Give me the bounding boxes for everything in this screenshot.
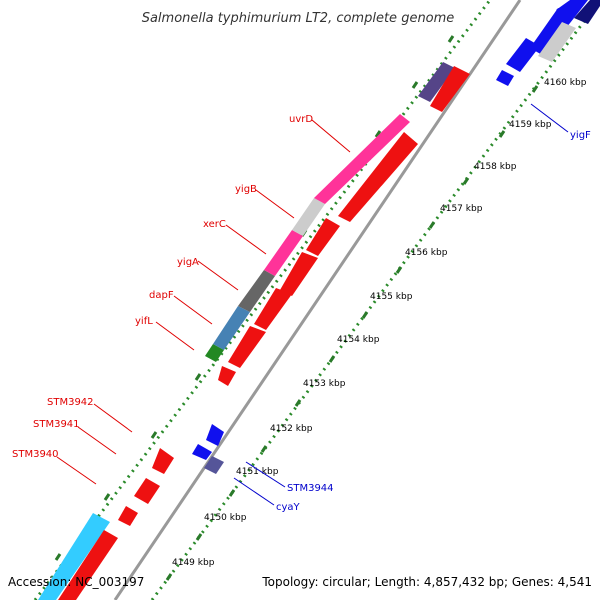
gene-label-STM3944: STM3944 [287, 483, 334, 494]
kbp-label: 4153 kbp [303, 379, 346, 389]
cyan-feature-block [38, 513, 110, 600]
kbp-label: 4154 kbp [337, 335, 380, 345]
gene-label-cyaY: cyaY [276, 502, 301, 513]
lightgrey-feature-block [292, 198, 325, 236]
cds-arrow [192, 444, 212, 460]
outer-tick-track [33, 0, 492, 600]
kbp-label: 4160 kbp [544, 78, 587, 88]
grey-feature-block [538, 22, 576, 62]
gene-label-dapF: dapF [149, 290, 174, 301]
gene-label-STM3941: STM3941 [33, 419, 80, 430]
cds-arrow [58, 530, 118, 600]
cds-arrow [206, 424, 224, 446]
forward-cds-track [58, 66, 470, 600]
cds-arrow [338, 132, 418, 222]
cds-arrow [228, 326, 266, 368]
kbp-label: 4152 kbp [270, 424, 313, 434]
kbp-label: 4159 kbp [509, 120, 552, 130]
green-feature-block [205, 344, 224, 362]
cds-arrow [118, 506, 138, 526]
accession-text: Accession: NC_003197 [8, 575, 144, 589]
cds-arrow [556, 0, 588, 18]
cds-arrow [152, 448, 174, 474]
pink-feature-block [264, 230, 303, 276]
steelblue-feature-block [213, 306, 250, 350]
forward-feature-ring [38, 62, 455, 600]
gene-label-STM3940: STM3940 [12, 449, 59, 460]
kbp-label: 4158 kbp [474, 162, 517, 172]
kbp-labels: 4149 kbp 4150 kbp 4151 kbp 4152 kbp 4153… [172, 78, 587, 568]
grey-feature-block [238, 270, 275, 312]
gene-label-STM3942: STM3942 [47, 397, 94, 408]
cds-arrow [430, 66, 470, 112]
cds-arrow [134, 478, 160, 504]
kbp-label: 4155 kbp [370, 292, 413, 302]
kbp-label: 4149 kbp [172, 558, 215, 568]
kbp-label: 4156 kbp [405, 248, 448, 258]
cds-arrow [496, 70, 514, 86]
cds-arrow [280, 252, 318, 296]
inner-tick-track [150, 0, 600, 600]
gene-label-yigB: yigB [235, 184, 257, 195]
forward-gene-labels: STM3940 STM3941 STM3942 yifL dapF yigA x… [12, 114, 351, 485]
gene-label-yigF: yigF [570, 130, 591, 141]
genome-backbone [113, 0, 522, 600]
map-title: Salmonella typhimurium LT2, complete gen… [142, 11, 455, 26]
reverse-gene-labels: STM3944 cyaY yigF [233, 103, 591, 513]
gene-label-uvrD: uvrD [289, 114, 313, 125]
gene-label-yifL: yifL [135, 316, 153, 327]
cds-arrow [574, 0, 600, 24]
gene-label-xerC: xerC [203, 219, 226, 230]
cds-arrow [306, 218, 340, 256]
purple-feature-block [418, 62, 455, 102]
cds-arrow [218, 366, 236, 386]
genome-summary-text: Topology: circular; Length: 4,857,432 bp… [261, 575, 592, 589]
kbp-label: 4151 kbp [236, 467, 279, 477]
cds-arrow [204, 456, 224, 474]
uvrD-pink-feature [314, 114, 410, 204]
reverse-cds-track [192, 0, 600, 474]
kbp-label: 4157 kbp [440, 204, 483, 214]
cds-arrow [530, 8, 574, 56]
cds-arrow [254, 288, 292, 330]
kbp-label: 4150 kbp [204, 513, 247, 523]
gene-label-yigA: yigA [177, 257, 199, 268]
